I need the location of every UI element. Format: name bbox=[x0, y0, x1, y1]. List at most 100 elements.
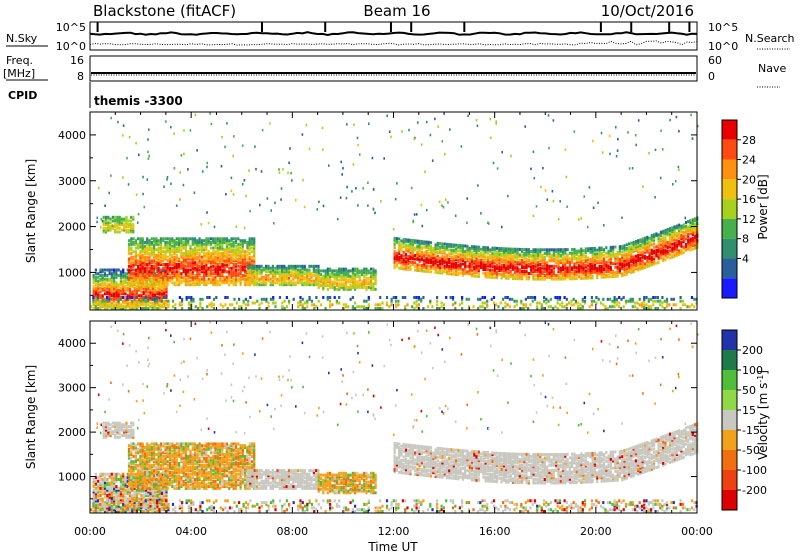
power-cell bbox=[365, 299, 368, 303]
power-cell bbox=[543, 261, 546, 265]
power-cell bbox=[653, 257, 656, 261]
power-cell bbox=[370, 278, 373, 282]
power-cell bbox=[223, 264, 226, 268]
power-cell bbox=[248, 248, 251, 252]
power-cell bbox=[253, 244, 256, 248]
power-cell bbox=[623, 249, 626, 253]
power-cell bbox=[584, 260, 587, 264]
power-cell bbox=[642, 185, 644, 188]
power-cell bbox=[232, 263, 235, 266]
power-cell bbox=[193, 266, 197, 270]
power-cell bbox=[317, 276, 320, 280]
power-cell bbox=[475, 249, 478, 253]
power-cell bbox=[130, 241, 133, 244]
power-cell bbox=[271, 270, 274, 274]
power-cell bbox=[639, 238, 642, 242]
power-cell bbox=[568, 262, 571, 266]
power-cell bbox=[593, 268, 596, 272]
power-cell bbox=[480, 247, 483, 251]
power-cell bbox=[532, 248, 535, 252]
power-cell bbox=[333, 282, 336, 286]
power-cell bbox=[246, 266, 249, 270]
power-cell bbox=[239, 279, 242, 283]
power-cell bbox=[115, 270, 118, 274]
power-cell bbox=[673, 243, 676, 247]
power-cell bbox=[514, 249, 517, 253]
power-cell bbox=[168, 252, 172, 255]
power-cell bbox=[409, 266, 412, 270]
power-cell bbox=[232, 281, 235, 285]
power-cell bbox=[171, 272, 174, 276]
power-cell bbox=[370, 273, 373, 277]
power-cell bbox=[141, 268, 144, 272]
power-cell bbox=[244, 277, 247, 281]
power-cell bbox=[511, 273, 515, 277]
power-cell bbox=[159, 252, 162, 255]
power-cell bbox=[239, 242, 242, 246]
power-cell bbox=[482, 264, 485, 268]
power-cell bbox=[532, 250, 535, 254]
power-cell bbox=[515, 303, 518, 307]
power-cell bbox=[675, 248, 678, 252]
power-cell bbox=[315, 305, 318, 309]
power-cell bbox=[185, 297, 188, 301]
power-cell bbox=[281, 272, 284, 276]
power-cell bbox=[128, 307, 132, 310]
power-cell bbox=[445, 264, 449, 268]
power-cell bbox=[165, 301, 168, 305]
power-cell bbox=[125, 225, 128, 228]
power-cell bbox=[607, 253, 610, 257]
power-cell bbox=[234, 268, 238, 272]
power-cell bbox=[122, 292, 125, 296]
power-cell bbox=[600, 274, 603, 277]
power-cell bbox=[246, 244, 249, 248]
power-cell bbox=[671, 242, 674, 246]
power-cell bbox=[650, 261, 653, 265]
power-cell bbox=[477, 258, 480, 262]
power-cell bbox=[356, 280, 359, 284]
power-cell bbox=[219, 268, 222, 272]
power-cell bbox=[329, 296, 332, 299]
power-cell bbox=[156, 299, 159, 303]
power-cell bbox=[189, 129, 192, 132]
power-cell bbox=[143, 268, 147, 272]
power-cell bbox=[130, 264, 133, 268]
power-cell bbox=[634, 258, 637, 262]
power-cell bbox=[577, 266, 581, 269]
power-cell bbox=[411, 251, 414, 255]
power-cell bbox=[609, 262, 612, 266]
power-cell bbox=[125, 228, 128, 232]
power-cell bbox=[605, 246, 608, 250]
power-cell bbox=[271, 275, 274, 279]
power-cell bbox=[109, 221, 112, 225]
power-cell bbox=[143, 255, 147, 259]
power-cell bbox=[184, 255, 187, 259]
power-cell bbox=[185, 296, 188, 299]
power-cell bbox=[241, 182, 244, 186]
power-cell bbox=[507, 275, 510, 278]
power-cell bbox=[150, 274, 153, 277]
power-cell bbox=[203, 268, 206, 272]
power-cell bbox=[441, 255, 444, 259]
power-cell bbox=[374, 303, 377, 307]
power-cell bbox=[439, 249, 442, 253]
power-cell bbox=[425, 260, 428, 264]
power-cell bbox=[262, 277, 265, 281]
power-cell bbox=[689, 239, 692, 243]
power-cell bbox=[573, 257, 576, 260]
power-cell bbox=[262, 281, 265, 285]
power-cell bbox=[193, 274, 197, 277]
power-cell bbox=[420, 143, 423, 146]
power-cell bbox=[135, 142, 137, 145]
power-cell bbox=[427, 253, 430, 257]
power-cell bbox=[584, 265, 587, 269]
power-cell bbox=[301, 133, 304, 136]
power-cell bbox=[165, 268, 168, 272]
power-cell bbox=[335, 278, 338, 282]
power-cell bbox=[234, 237, 238, 241]
power-cell bbox=[92, 277, 95, 281]
power-cell bbox=[580, 256, 583, 260]
power-cell bbox=[319, 276, 323, 280]
power-cell bbox=[331, 284, 334, 288]
power-cell bbox=[324, 274, 327, 278]
